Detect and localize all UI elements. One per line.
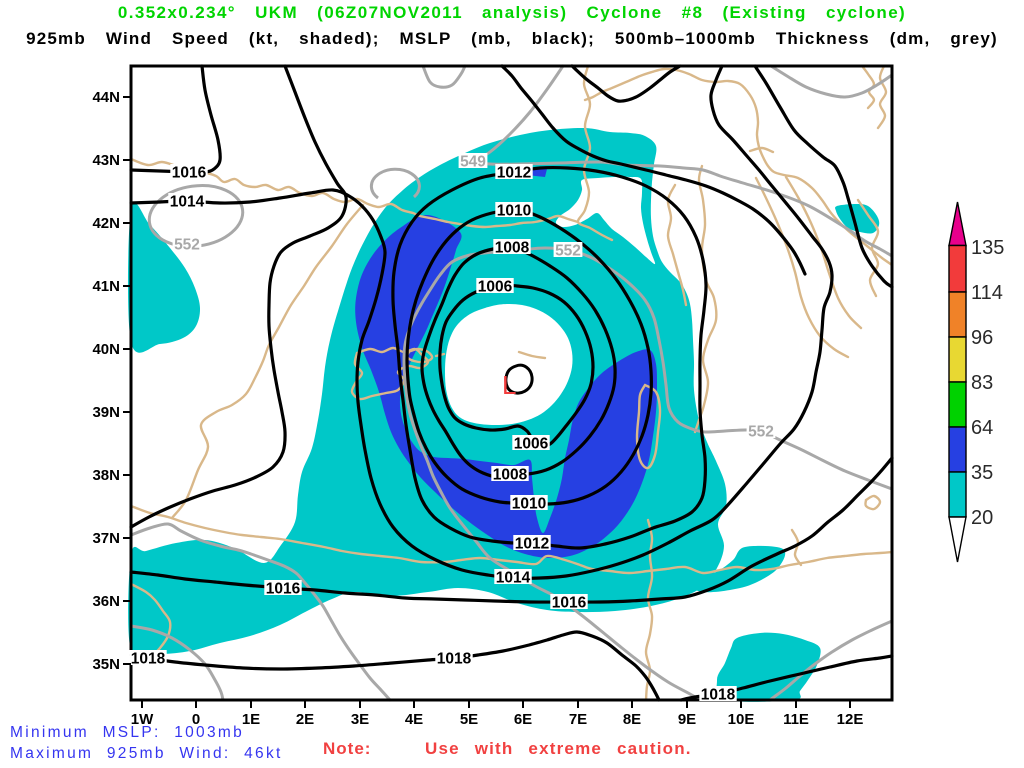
svg-text:1010: 1010	[497, 203, 531, 220]
svg-text:38N: 38N	[92, 467, 120, 484]
svg-text:1006: 1006	[514, 436, 549, 453]
svg-text:64: 64	[971, 417, 993, 439]
svg-text:41N: 41N	[92, 278, 120, 295]
svg-text:35N: 35N	[92, 656, 120, 673]
svg-text:4E: 4E	[405, 711, 423, 728]
svg-text:44N: 44N	[92, 89, 120, 106]
svg-text:11E: 11E	[783, 711, 809, 728]
svg-text:1014: 1014	[170, 194, 205, 211]
svg-text:1006: 1006	[478, 279, 513, 296]
svg-text:1014: 1014	[496, 570, 531, 587]
svg-text:552: 552	[748, 424, 774, 441]
svg-text:Note:: Note:	[323, 739, 371, 758]
svg-text:2E: 2E	[296, 711, 314, 728]
svg-text:9E: 9E	[678, 711, 696, 728]
svg-text:552: 552	[555, 243, 581, 260]
svg-text:40N: 40N	[92, 341, 120, 358]
svg-text:1010: 1010	[512, 496, 546, 513]
svg-text:10E: 10E	[728, 711, 755, 728]
svg-text:5E: 5E	[460, 711, 478, 728]
svg-text:12E: 12E	[837, 711, 864, 728]
svg-text:925mb Wind Speed (kt, shaded);: 925mb Wind Speed (kt, shaded); MSLP (mb,…	[26, 29, 998, 48]
svg-text:35: 35	[971, 462, 993, 484]
svg-text:1E: 1E	[242, 711, 260, 728]
svg-text:7E: 7E	[569, 711, 587, 728]
svg-text:37N: 37N	[92, 530, 120, 547]
svg-text:1008: 1008	[495, 240, 530, 257]
svg-text:3E: 3E	[351, 711, 369, 728]
svg-text:1012: 1012	[515, 536, 549, 553]
svg-text:Maximum 925mb Wind: 46kt: Maximum 925mb Wind: 46kt	[10, 745, 283, 762]
svg-text:552: 552	[174, 237, 200, 254]
svg-text:Minimum MSLP: 1003mb: Minimum MSLP: 1003mb	[10, 724, 244, 741]
svg-text:20: 20	[971, 507, 993, 529]
svg-text:Use with extreme caution.: Use with extreme caution.	[425, 739, 692, 758]
svg-text:8E: 8E	[623, 711, 641, 728]
svg-text:1012: 1012	[497, 165, 531, 182]
svg-text:36N: 36N	[92, 593, 120, 610]
svg-text:0: 0	[192, 711, 200, 728]
svg-text:549: 549	[460, 154, 486, 171]
svg-text:96: 96	[971, 327, 993, 349]
svg-text:1016: 1016	[266, 581, 301, 598]
svg-text:1016: 1016	[172, 165, 207, 182]
svg-text:0.352x0.234° UKM (06Z07NOV2011: 0.352x0.234° UKM (06Z07NOV2011 analysis)…	[118, 3, 906, 22]
svg-text:1018: 1018	[701, 687, 736, 704]
svg-text:1016: 1016	[552, 595, 587, 612]
svg-text:1008: 1008	[493, 467, 528, 484]
svg-text:43N: 43N	[92, 152, 120, 169]
svg-text:6E: 6E	[514, 711, 532, 728]
svg-text:83: 83	[971, 372, 993, 394]
svg-text:1018: 1018	[437, 651, 472, 668]
svg-text:114: 114	[971, 282, 1003, 304]
svg-text:1W: 1W	[131, 711, 154, 728]
svg-text:39N: 39N	[92, 404, 120, 421]
svg-text:1018: 1018	[131, 651, 166, 668]
svg-text:42N: 42N	[92, 215, 120, 232]
svg-text:L: L	[502, 370, 516, 400]
svg-text:135: 135	[971, 237, 1004, 259]
